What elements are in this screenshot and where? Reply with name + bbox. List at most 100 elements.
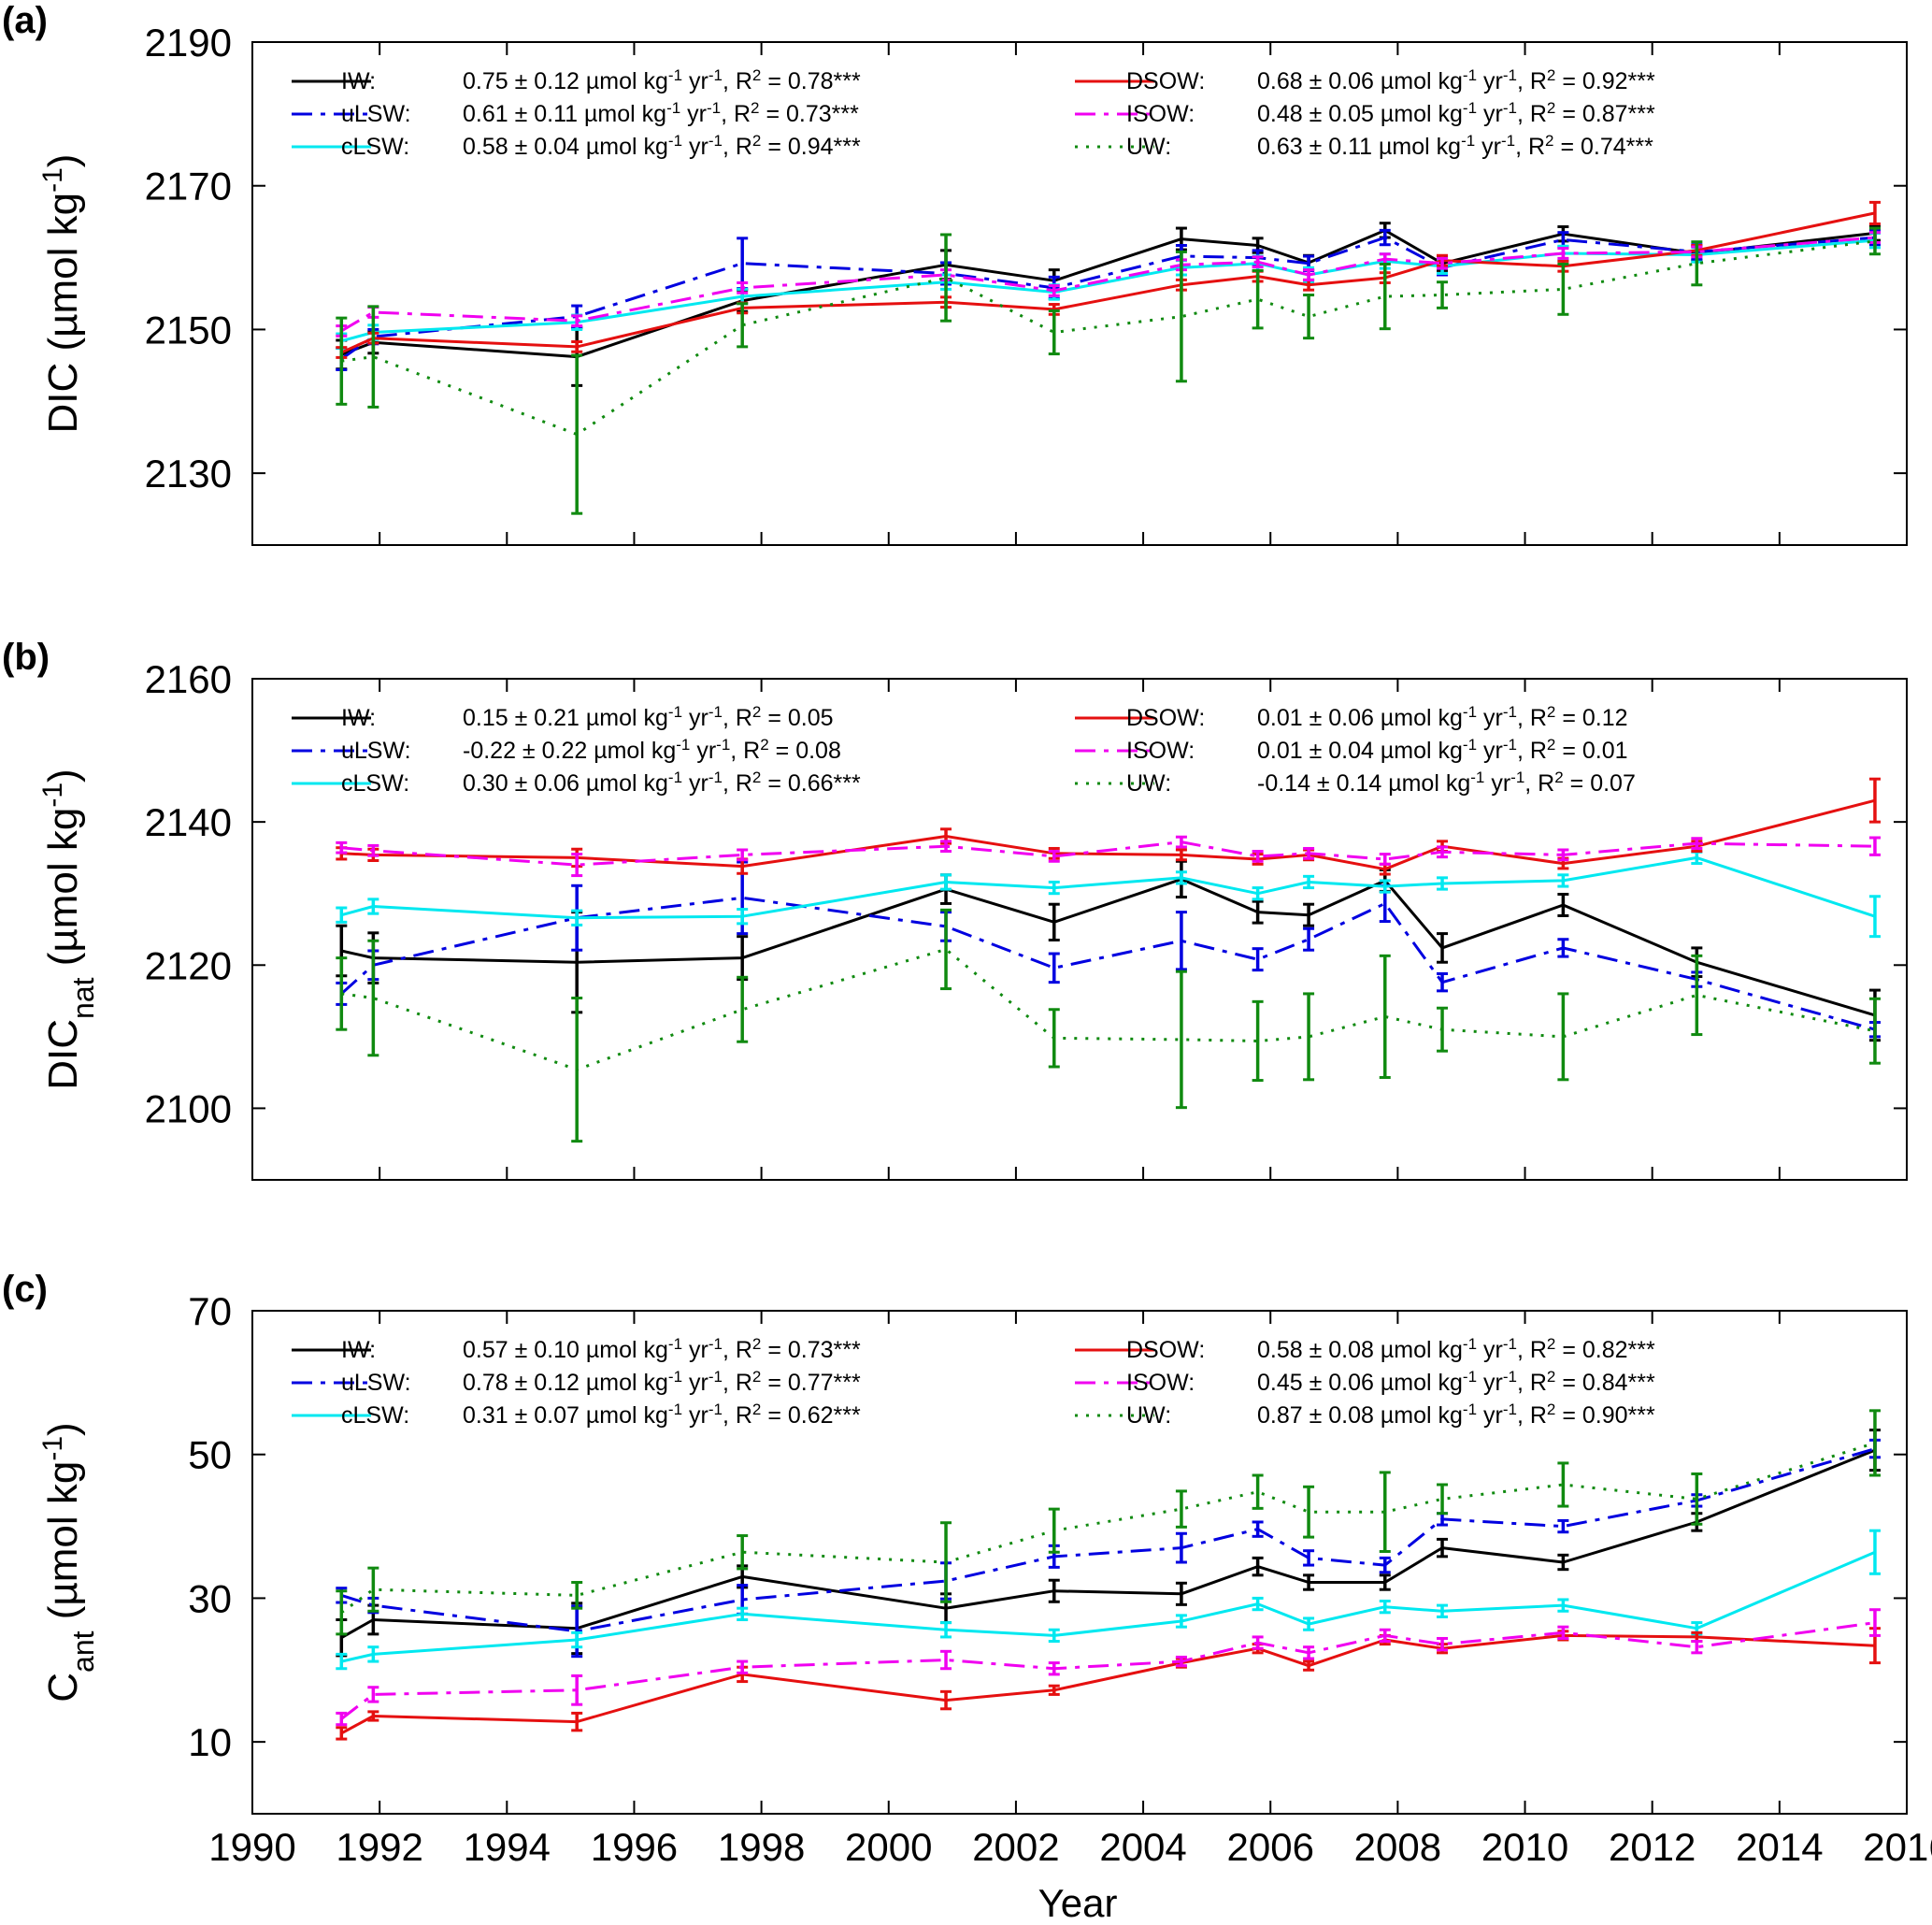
error-bar-IW bbox=[1252, 899, 1264, 925]
error-bar-ISOW bbox=[1557, 247, 1569, 260]
error-bar-cLSW bbox=[1557, 873, 1569, 888]
error-bar-cLSW bbox=[940, 873, 952, 891]
error-bar-DSOW bbox=[571, 339, 583, 353]
error-bar-UW bbox=[1379, 1471, 1391, 1553]
legend-name: UW: bbox=[1126, 1402, 1171, 1429]
legend: IW: 0.15 ± 0.21 µmol kg-1 yr-1, R2 = 0.05… bbox=[292, 703, 1636, 797]
y-axis-title: DICnat (µmol kg-1) bbox=[37, 769, 101, 1089]
panel-label: (a) bbox=[2, 0, 48, 41]
error-bar-UW bbox=[737, 302, 749, 349]
legend-name: IW: bbox=[341, 1337, 376, 1363]
error-bar-UW bbox=[940, 1521, 952, 1603]
x-tick-label: 2008 bbox=[1354, 1825, 1441, 1869]
error-bar-ISOW bbox=[1252, 1635, 1264, 1650]
error-bar-UW bbox=[1868, 997, 1881, 1065]
error-bar-IW bbox=[1437, 932, 1449, 964]
legend-entry-DSOW: 0.68 ± 0.06 µmol kg-1 yr-1, R2 = 0.92*** bbox=[1257, 66, 1655, 95]
series-cLSW bbox=[336, 850, 1881, 939]
error-bar-uLSW bbox=[1437, 971, 1449, 993]
series-line-ISOW bbox=[341, 840, 1876, 867]
legend-name: ISOW: bbox=[1126, 1370, 1195, 1396]
error-bar-UW bbox=[1303, 992, 1315, 1082]
error-bar-UW bbox=[571, 353, 583, 515]
error-bar-cLSW bbox=[1252, 886, 1264, 901]
error-bar-ISOW bbox=[336, 1711, 348, 1727]
series-line-cLSW bbox=[340, 855, 1876, 920]
series-cLSW bbox=[336, 231, 1881, 350]
legend-name: cLSW: bbox=[341, 134, 409, 160]
legend-name: ISOW: bbox=[1126, 101, 1195, 127]
series-ISOW bbox=[336, 231, 1881, 338]
legend-entry-IW: 0.15 ± 0.21 µmol kg-1 yr-1, R2 = 0.05 bbox=[463, 703, 834, 732]
x-tick-label: 1990 bbox=[208, 1825, 295, 1869]
y-tick-label: 2120 bbox=[145, 943, 232, 987]
legend-entry-cLSW: 0.31 ± 0.07 µmol kg-1 yr-1, R2 = 0.62*** bbox=[463, 1401, 861, 1429]
plot-frame bbox=[251, 1310, 1908, 1815]
error-bar-UW bbox=[336, 316, 348, 406]
error-bar-UW bbox=[1379, 954, 1391, 1080]
y-axis-title: DIC (µmol kg-1) bbox=[37, 154, 87, 434]
error-bar-ISOW bbox=[1175, 1655, 1187, 1668]
legend-entry-UW: 0.63 ± 0.11 µmol kg-1 yr-1, R2 = 0.74*** bbox=[1257, 132, 1653, 161]
y-tick-label: 2170 bbox=[145, 165, 232, 208]
error-bar-UW bbox=[1175, 970, 1187, 1110]
series-line-DSOW bbox=[340, 1633, 1876, 1735]
error-bar-UW bbox=[1691, 954, 1703, 1037]
y-tick-label: 30 bbox=[188, 1576, 232, 1620]
series-line-IW bbox=[340, 228, 1876, 359]
error-bar-UW bbox=[1437, 1483, 1449, 1516]
error-bar-UW bbox=[737, 975, 749, 1043]
legend-entry-IW: 0.57 ± 0.10 µmol kg-1 yr-1, R2 = 0.73*** bbox=[463, 1335, 861, 1364]
error-bar-IW bbox=[1437, 1537, 1449, 1559]
x-tick-label: 1998 bbox=[718, 1825, 805, 1869]
series-line-UW bbox=[340, 1441, 1876, 1615]
error-bar-cLSW bbox=[571, 909, 583, 927]
series-UW bbox=[336, 908, 1881, 1143]
error-bar-UW bbox=[367, 305, 379, 409]
error-bar-uLSW bbox=[1557, 938, 1569, 958]
series-uLSW bbox=[336, 1438, 1881, 1659]
error-bar-IW bbox=[1557, 892, 1569, 917]
error-bar-uLSW bbox=[1379, 228, 1391, 247]
error-bar-UW bbox=[1868, 1409, 1881, 1477]
error-bar-uLSW bbox=[1303, 927, 1315, 952]
error-bar-DSOW bbox=[1303, 1659, 1315, 1672]
y-tick-label: 2140 bbox=[145, 800, 232, 844]
panel-a: 2130 2150 2170 2190 (a) DIC (µmol kg-1) IW: 0.7… bbox=[2, 0, 1908, 546]
x-tick-label: 2006 bbox=[1227, 1825, 1314, 1869]
error-bar-UW bbox=[1691, 240, 1703, 287]
series-UW bbox=[336, 226, 1881, 515]
error-bar-UW bbox=[1437, 280, 1449, 309]
error-bar-uLSW bbox=[1252, 1520, 1264, 1538]
legend-entry-DSOW: 0.01 ± 0.06 µmol kg-1 yr-1, R2 = 0.12 bbox=[1257, 703, 1628, 732]
error-bar-uLSW bbox=[1379, 1556, 1391, 1574]
error-bar-cLSW bbox=[1048, 1628, 1060, 1644]
error-bar-UW bbox=[1437, 1006, 1449, 1053]
error-bar-ISOW bbox=[1437, 256, 1449, 270]
error-bar-IW bbox=[1175, 1581, 1187, 1606]
y-tick-label: 2130 bbox=[145, 452, 232, 496]
legend-name: UW: bbox=[1126, 770, 1171, 797]
error-bar-ISOW bbox=[1048, 850, 1060, 863]
series-line-cLSW bbox=[340, 1550, 1876, 1663]
legend-name: DSOW: bbox=[1126, 705, 1205, 731]
error-bar-ISOW bbox=[1303, 1645, 1315, 1660]
error-bar-UW bbox=[940, 233, 952, 323]
legend-entry-ISOW: 0.45 ± 0.06 µmol kg-1 yr-1, R2 = 0.84*** bbox=[1257, 1368, 1655, 1397]
legend-entry-uLSW: 0.78 ± 0.12 µmol kg-1 yr-1, R2 = 0.77*** bbox=[463, 1368, 861, 1397]
error-bar-uLSW bbox=[1252, 947, 1264, 972]
y-tick-label: 10 bbox=[188, 1720, 232, 1764]
error-bar-ISOW bbox=[940, 840, 952, 854]
series-ISOW bbox=[336, 835, 1881, 878]
error-bar-ISOW bbox=[1048, 284, 1060, 297]
series-ISOW bbox=[336, 1608, 1881, 1727]
x-tick-label: 1994 bbox=[464, 1825, 551, 1869]
series-line-UW bbox=[341, 947, 1876, 1071]
legend-entry-uLSW: -0.22 ± 0.22 µmol kg-1 yr-1, R2 = 0.08 bbox=[463, 736, 841, 765]
error-bar-UW bbox=[1379, 262, 1391, 331]
series-UW bbox=[336, 1409, 1881, 1636]
error-bar-uLSW bbox=[1557, 1518, 1569, 1534]
error-bar-IW bbox=[1379, 1573, 1391, 1591]
error-bar-cLSW bbox=[737, 1606, 749, 1621]
